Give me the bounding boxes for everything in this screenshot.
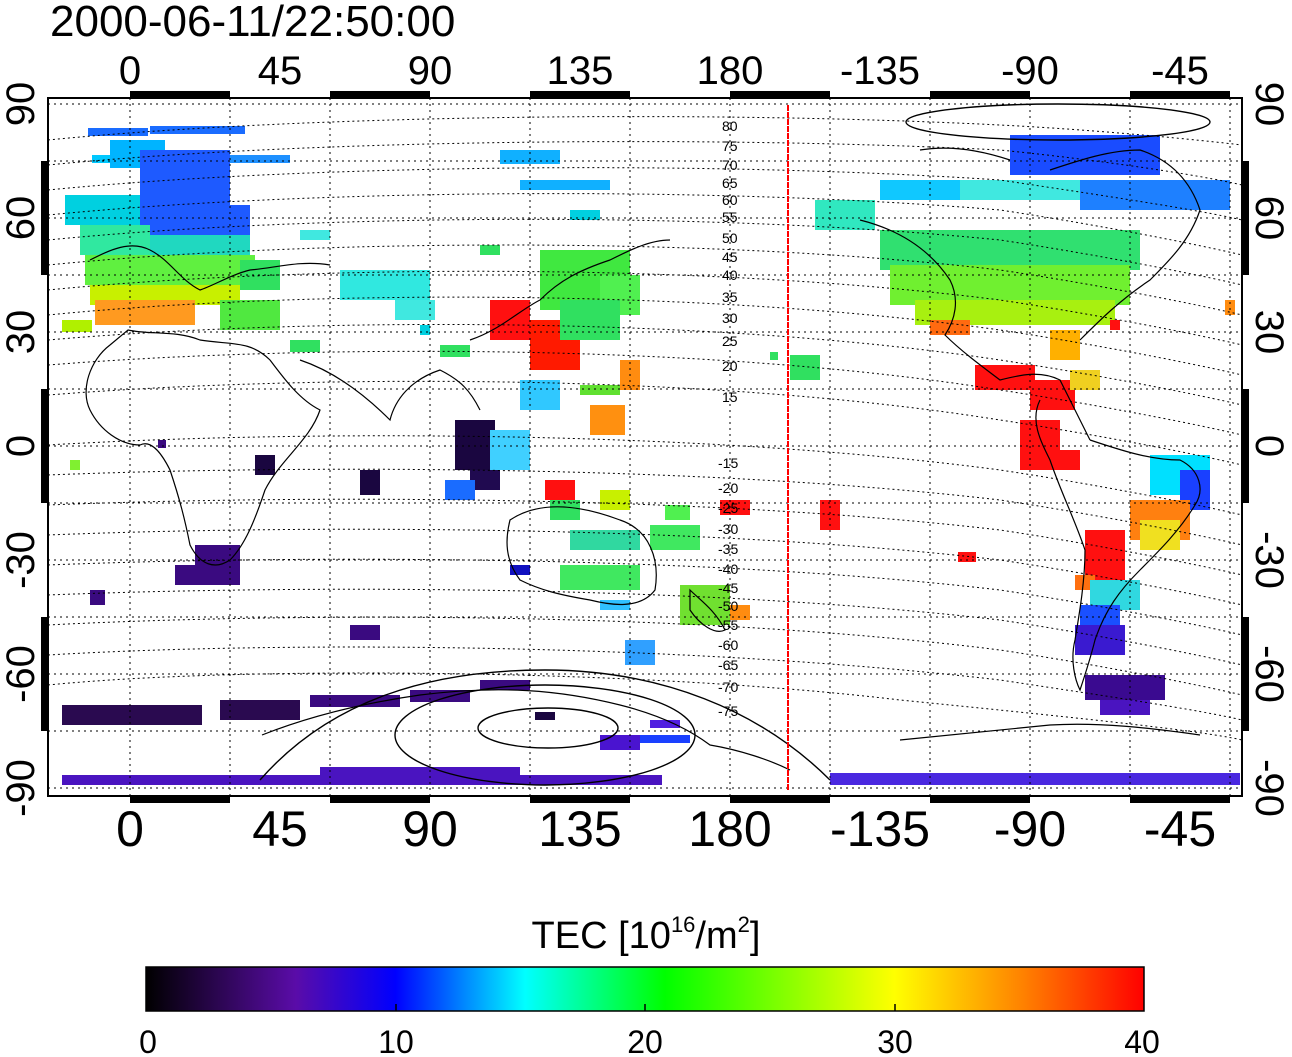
- y-tick-label-left: -30: [0, 531, 43, 589]
- contour-label: -60: [718, 637, 738, 653]
- contour-label: -25: [718, 500, 738, 516]
- y-tick-label-left: 60: [0, 196, 43, 241]
- map-plot-area: 80 75 70 65 60 55 50 45 40 35 30 25 20 1…: [41, 91, 1249, 803]
- x-tick-label-top: -135: [840, 49, 920, 93]
- x-tick-label-bottom: -45: [1144, 801, 1216, 857]
- contour-label: -65: [718, 657, 738, 673]
- x-tick-label-bottom: -135: [830, 801, 930, 857]
- y-tick-label-right: 0: [1247, 435, 1291, 457]
- contour-label: 60: [722, 192, 738, 208]
- y-tick-label-right: -90: [1247, 759, 1291, 817]
- x-tick-label-bottom: 180: [688, 801, 771, 857]
- contour-label: 25: [722, 333, 738, 349]
- contour-label: 75: [722, 138, 738, 154]
- contour-label: 55: [722, 209, 738, 225]
- y-tick-label-right: -30: [1247, 531, 1291, 589]
- tec-data-cells: [62, 126, 1240, 785]
- colorbar-tick-label: 30: [877, 1024, 913, 1057]
- contour-label: 35: [722, 289, 738, 305]
- colorbar-title-exponent-2: 2: [738, 912, 750, 937]
- x-tick-label-bottom: 45: [252, 801, 308, 857]
- contour-label: -70: [718, 679, 738, 695]
- x-tick-label-bottom: 135: [538, 801, 621, 857]
- contour-label: -15: [718, 455, 738, 471]
- contour-label: 15: [722, 389, 738, 405]
- x-tick-label-top: 90: [408, 49, 453, 93]
- timestamp-title: 2000-06-11/22:50:00: [50, 0, 455, 46]
- contour-label: -30: [718, 521, 738, 537]
- y-tick-label-right: 90: [1247, 82, 1291, 127]
- y-tick-label-left: 0: [0, 435, 43, 457]
- contour-label: 40: [722, 267, 738, 283]
- colorbar-title-exponent: 16: [671, 912, 695, 937]
- colorbar-gradient: [145, 966, 1145, 1012]
- y-tick-label-left: 90: [0, 82, 43, 127]
- contour-label: 65: [722, 175, 738, 191]
- x-tick-label-bottom: 90: [402, 801, 458, 857]
- coastlines: [85, 147, 1201, 771]
- contour-label: -75: [718, 703, 738, 719]
- colorbar-title-main: TEC [10: [532, 915, 671, 957]
- contour-labels: 80 75 70 65 60 55 50 45 40 35 30 25 20 1…: [718, 118, 738, 719]
- right-axis-labels: 90 60 30 0 -30 -60 -90: [1247, 82, 1291, 817]
- colorbar-title-unit: /m: [695, 915, 737, 957]
- x-tick-label-top: -45: [1151, 49, 1209, 93]
- contour-label: 20: [722, 358, 738, 374]
- contour-label: -50: [718, 598, 738, 614]
- contour-label: 30: [722, 310, 738, 326]
- y-tick-label-left: -60: [0, 645, 43, 703]
- contour-label: 50: [722, 230, 738, 246]
- y-tick-label-right: 30: [1247, 310, 1291, 355]
- x-tick-label-top: 135: [547, 49, 614, 93]
- contour-label: -55: [718, 617, 738, 633]
- colorbar-tick-marks: [395, 1004, 896, 1011]
- y-tick-label-right: -60: [1247, 645, 1291, 703]
- x-tick-label-bottom: 0: [116, 801, 144, 857]
- y-tick-label-left: -90: [0, 759, 43, 817]
- x-tick-label-top: -90: [1001, 49, 1059, 93]
- colorbar-title-close: ]: [750, 915, 761, 957]
- colorbar-tick-label: 40: [1124, 1024, 1160, 1057]
- y-tick-label-left: 30: [0, 310, 43, 355]
- bottom-axis-labels: 0 45 90 135 180 -135 -90 -45: [116, 801, 1216, 857]
- contour-label: 80: [722, 118, 738, 134]
- contour-label: -45: [718, 580, 738, 596]
- y-tick-label-right: 60: [1247, 196, 1291, 241]
- colorbar-tick-label: 0: [139, 1024, 157, 1057]
- contour-label: 45: [722, 249, 738, 265]
- left-axis-labels: 90 60 30 0 -30 -60 -90: [0, 82, 43, 817]
- x-tick-label-top: 45: [258, 49, 303, 93]
- x-tick-label-top: 0: [119, 49, 141, 93]
- colorbar-title: TEC [1016/m2]: [532, 912, 761, 957]
- colorbar-tick-label: 20: [627, 1024, 663, 1057]
- contour-label: 70: [722, 157, 738, 173]
- grid-lines: [48, 98, 1242, 796]
- colorbar-tick-labels: 0 10 20 30 40: [139, 1024, 1160, 1057]
- top-axis-labels: 0 45 90 135 180 -135 -90 -45: [119, 49, 1209, 93]
- colorbar-tick-label: 10: [378, 1024, 414, 1057]
- x-tick-label-bottom: -90: [994, 801, 1066, 857]
- contour-label: -40: [718, 561, 738, 577]
- x-tick-label-top: 180: [697, 49, 764, 93]
- contour-label: -20: [718, 480, 738, 496]
- contour-label: -35: [718, 541, 738, 557]
- frame-tick-bars: [41, 91, 1249, 803]
